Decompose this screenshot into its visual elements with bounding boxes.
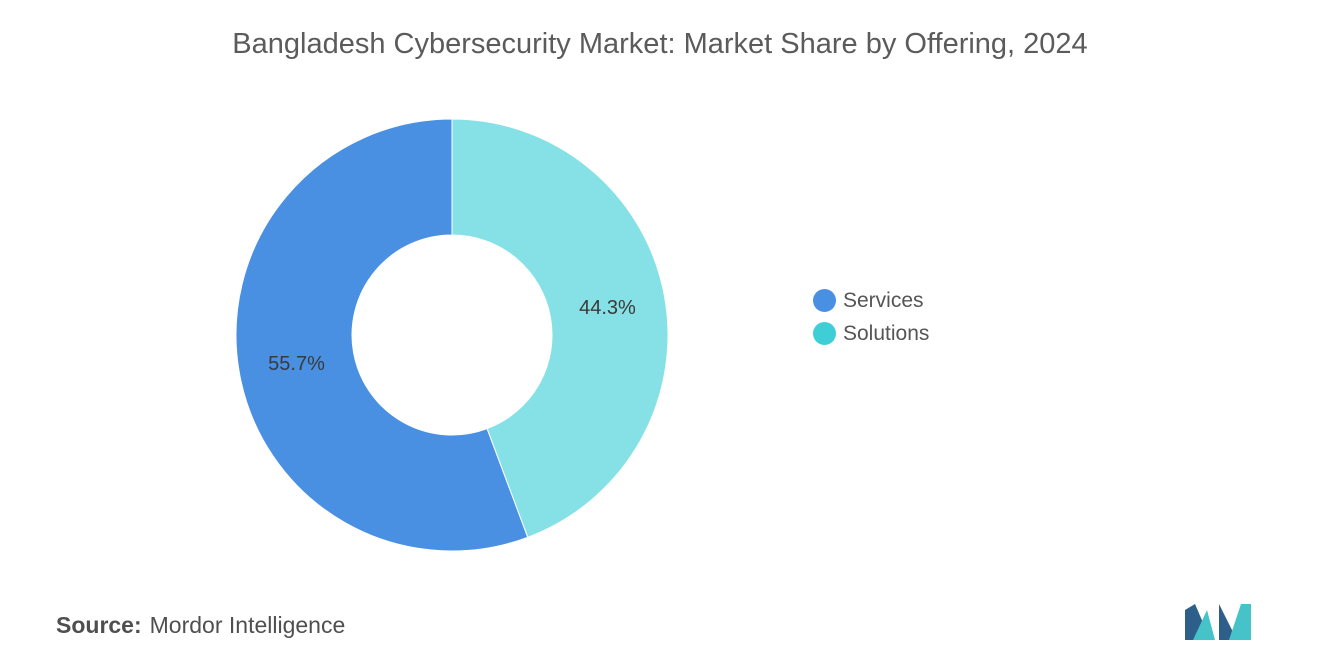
legend-swatch-solutions — [813, 322, 836, 345]
source-note: Source: Mordor Intelligence — [56, 612, 345, 639]
slice-services[interactable] — [235, 118, 529, 552]
slice-label-services: 55.7% — [268, 353, 325, 375]
slice-solutions[interactable] — [451, 118, 669, 538]
mordor-logo-icon — [1185, 604, 1251, 640]
legend: Services Solutions — [813, 284, 929, 350]
source-value: Mordor Intelligence — [149, 612, 346, 638]
source-label: Source: — [56, 612, 142, 638]
chart-title: Bangladesh Cybersecurity Market: Market … — [232, 28, 1088, 60]
slice-label-solutions: 44.3% — [579, 297, 636, 319]
legend-label-solutions: Solutions — [843, 321, 930, 345]
legend-label-services: Services — [843, 288, 924, 312]
legend-item-solutions[interactable]: Solutions — [813, 317, 929, 350]
legend-item-services[interactable]: Services — [813, 284, 929, 317]
legend-swatch-services — [813, 289, 836, 312]
